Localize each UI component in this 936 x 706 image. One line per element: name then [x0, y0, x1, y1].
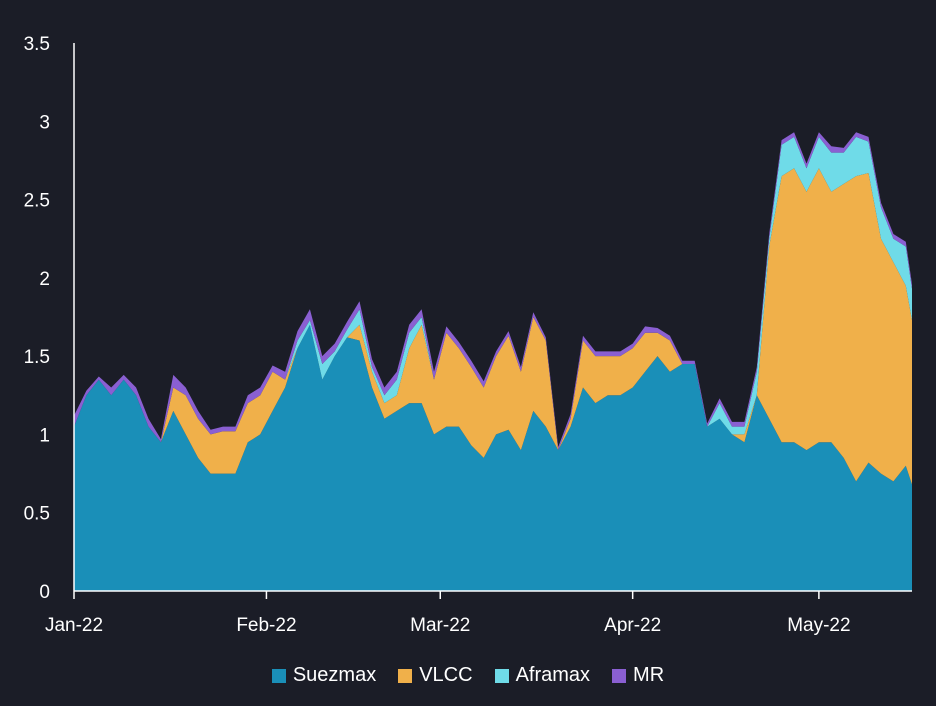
legend-item-vlcc: VLCC [398, 664, 473, 687]
legend-swatch [494, 668, 509, 683]
area-vlcc [74, 168, 912, 485]
y-tick-label: 0.5 [24, 504, 50, 525]
legend-item-suezmax: Suezmax [271, 664, 377, 687]
y-tick-label: 2 [39, 269, 50, 290]
legend-label: Suezmax [292, 664, 377, 686]
x-tick-label: Feb-22 [236, 615, 296, 636]
legend-item-aframax: Aframax [494, 664, 591, 687]
area-aframax [74, 136, 912, 451]
area-suezmax [74, 324, 912, 591]
y-tick-label: 1 [39, 425, 50, 446]
x-tick-label: May-22 [787, 615, 850, 636]
legend-label: MR [633, 664, 665, 686]
legend-swatch [398, 668, 413, 683]
x-tick-label: Apr-22 [604, 615, 661, 636]
legend-label: VLCC [419, 664, 473, 686]
y-tick-label: 1.5 [24, 347, 50, 368]
axes: 0 0.5 1 1.5 2 2.5 3 3.5 Jan-22 Feb-22 Mar-22 Apr-22… [24, 34, 912, 636]
x-tick-label: Mar-22 [410, 615, 470, 636]
legend-swatch [612, 668, 627, 683]
y-tick-label: 0 [39, 582, 50, 603]
legend-swatch [271, 668, 286, 683]
series-areas [74, 132, 912, 591]
legend-label: Aframax [515, 664, 591, 686]
y-tick-label: 3.5 [24, 34, 50, 55]
x-tick-label: Jan-22 [45, 615, 103, 636]
y-tick-label: 3 [39, 112, 50, 133]
y-tick-label: 2.5 [24, 191, 50, 212]
legend-item-mr: MR [612, 664, 664, 687]
legend: Suezmax VLCC Aframax MR [0, 664, 936, 687]
